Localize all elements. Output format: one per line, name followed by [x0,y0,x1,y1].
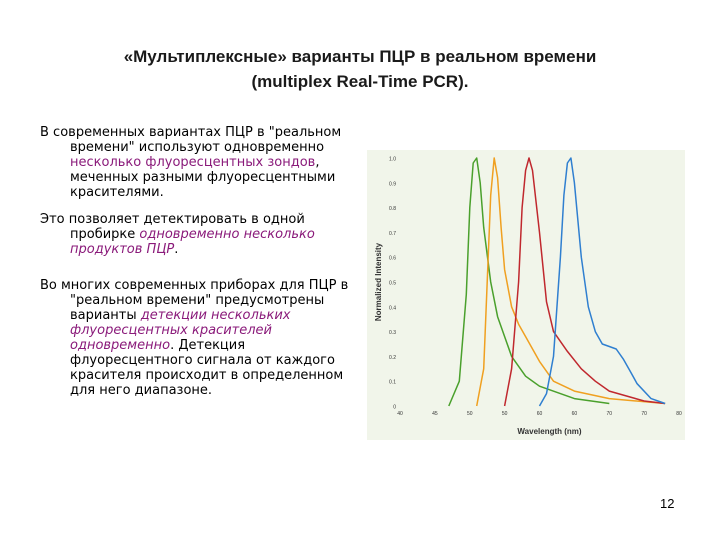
paragraph-1-segment-2: . [174,242,179,257]
paragraph-2-segment-2: . Детекция флуоресцентного сигнала от ка… [70,338,344,398]
x-tick-label: 60 [572,411,578,417]
emission-spectra-chart: 1.0 0.9 0.8 0.7 0.6 0.5 0.4 0.3 0.2 0.1 0 40 45 50 50 6… [367,150,685,440]
paragraph-1-segment-1: одновременно несколько продуктов ПЦР [70,227,315,257]
y-tick-label: 0.6 [389,256,396,262]
series-line-0 [448,157,610,407]
paragraph-0-segment-0: В современных вариантах ПЦР в "реальном … [40,125,342,155]
paragraph-0-segment-1: несколько флуоресцентных зондов [70,155,316,170]
paragraph-2-segment-0: Во многих современных приборах для ПЦР в… [40,278,349,323]
paragraph-0-segment-2: , меченных разными флуоресцентными краси… [70,155,336,200]
x-tick-label: 50 [502,411,508,417]
paragraph-one-tube: Это позволяет детектировать в одной проб… [40,212,358,257]
paragraph-multiple-probes: В современных вариантах ПЦР в "реальном … [40,125,358,200]
paragraph-1-segment-0: Это позволяет детектировать в одной проб… [40,212,305,242]
series-line-3 [538,157,666,407]
y-tick-label: 0.7 [389,231,396,237]
paragraph-2-segment-1: детекции нескольких флуоресцентных краси… [70,308,291,353]
paragraph-instruments: Во многих современных приборах для ПЦР в… [40,278,358,398]
x-tick-label: 45 [432,411,438,417]
x-tick-label: 70 [641,411,647,417]
slide-title: «Мультиплексные» варианты ПЦР в реальном… [40,44,680,94]
x-tick-label: 40 [397,411,403,417]
title-line-1: «Мультиплексные» варианты ПЦР в реальном… [123,47,597,66]
y-tick-label: 0.2 [389,355,396,361]
y-tick-label: 0.3 [389,330,396,336]
x-axis-label: Wavelength (nm) [517,427,581,436]
y-tick-label: 1.0 [389,157,396,163]
y-tick-label: 0 [393,405,396,411]
series-line-2 [503,157,666,407]
emission-spectra-svg: 1.0 0.9 0.8 0.7 0.6 0.5 0.4 0.3 0.2 0.1 040 45 50 50 6… [374,157,682,437]
body-text: В современных вариантах ПЦР в "реальном … [40,125,358,410]
y-tick-label: 0.8 [389,206,396,212]
series-line-1 [475,157,666,407]
y-tick-label: 0.5 [389,281,396,287]
x-tick-label: 70 [606,411,612,417]
y-axis-label: Normalized Intensity [374,242,383,321]
x-tick-label: 80 [676,411,682,417]
title-line-2: (multiplex Real-Time PCR). [251,72,469,91]
y-tick-label: 0.4 [389,305,396,311]
y-tick-label: 0.1 [389,380,396,386]
page-number: 12 [660,496,675,511]
x-tick-label: 60 [537,411,543,417]
y-tick-label: 0.9 [389,181,396,187]
x-tick-label: 50 [467,411,473,417]
